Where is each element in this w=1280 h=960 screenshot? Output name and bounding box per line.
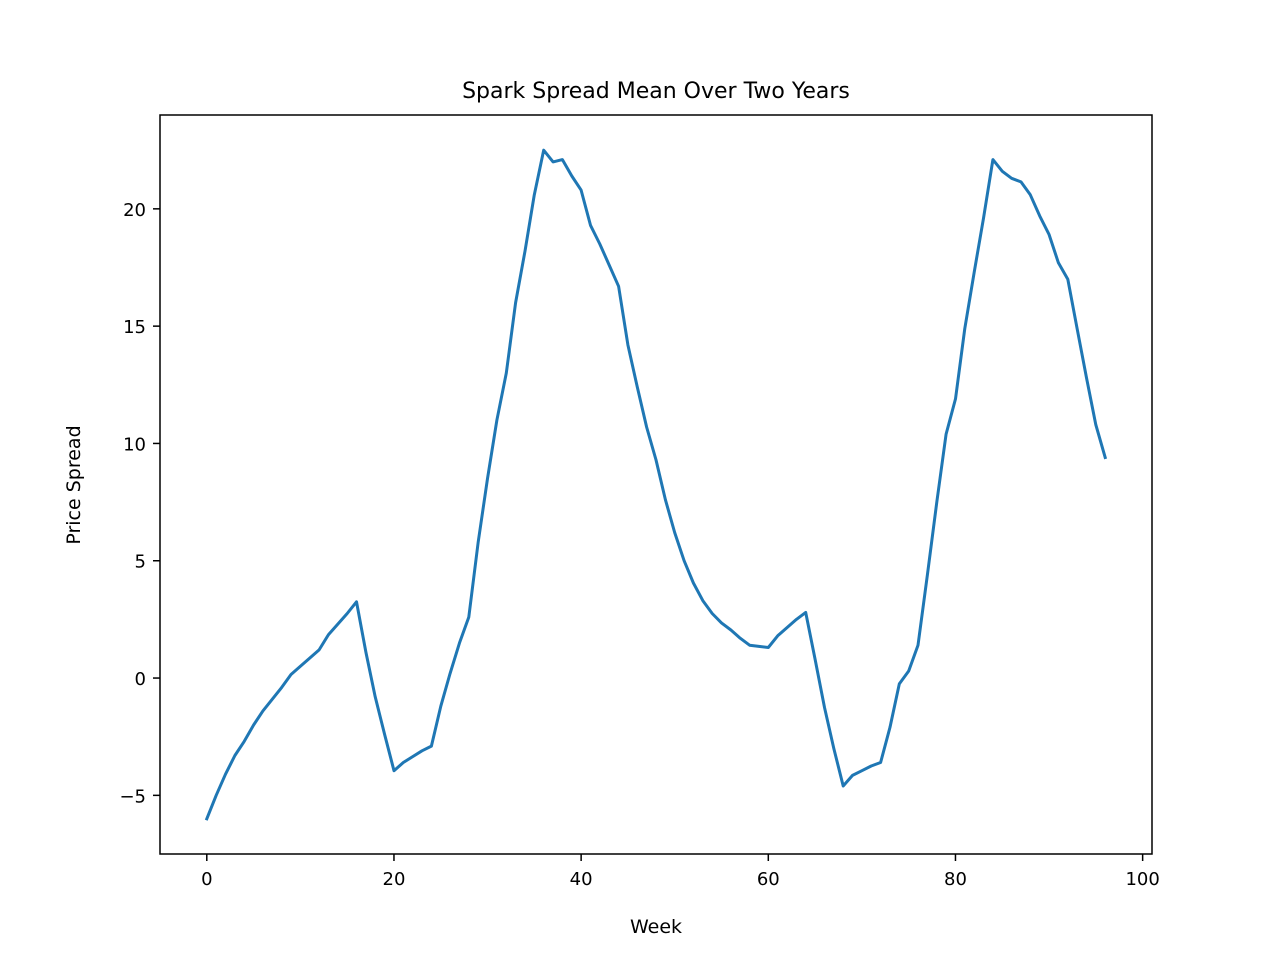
x-tick-label: 0 xyxy=(201,869,212,890)
y-axis-label: Price Spread xyxy=(63,425,85,544)
x-axis-label: Week xyxy=(630,916,682,938)
y-tick-label: 5 xyxy=(135,552,146,573)
chart-title: Spark Spread Mean Over Two Years xyxy=(462,79,850,104)
y-axis: −5 0 5 10 15 20 xyxy=(119,200,160,807)
x-tick-label: 100 xyxy=(1125,869,1159,890)
y-tick-label: −5 xyxy=(119,786,146,807)
y-tick-label: 0 xyxy=(135,669,146,690)
y-tick-label: 20 xyxy=(123,200,146,221)
x-axis: 0 20 40 60 80 100 xyxy=(201,854,1160,890)
x-tick-label: 80 xyxy=(944,869,967,890)
y-tick-label: 15 xyxy=(123,317,146,338)
x-tick-label: 40 xyxy=(570,869,593,890)
plot-frame xyxy=(159,114,1153,855)
x-tick-label: 60 xyxy=(757,869,780,890)
x-tick-label: 20 xyxy=(383,869,406,890)
series-line xyxy=(204,148,1108,821)
y-tick-label: 10 xyxy=(123,434,146,455)
